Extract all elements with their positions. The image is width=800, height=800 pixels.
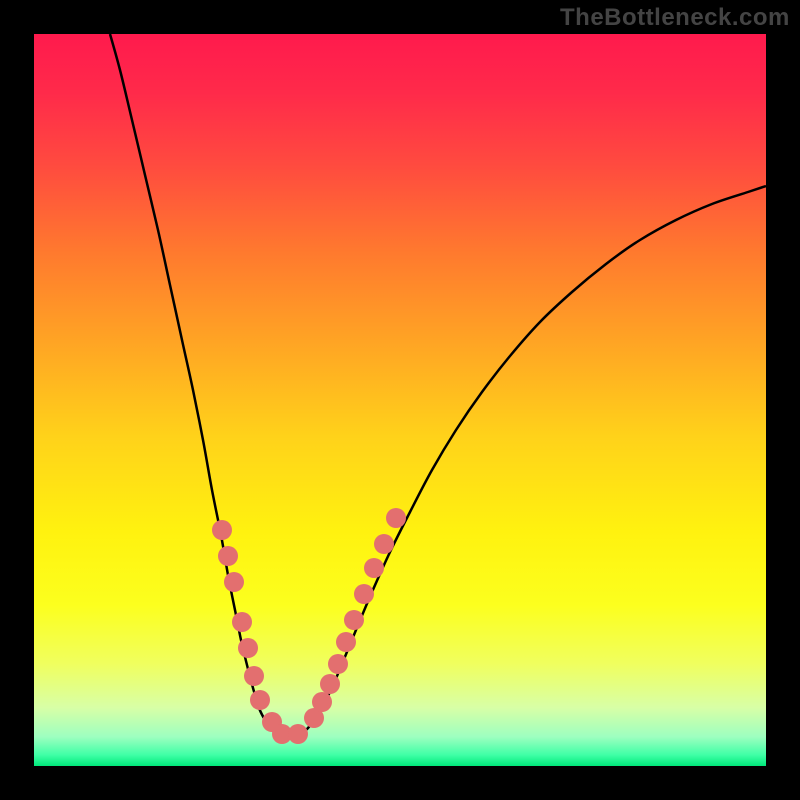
data-marker xyxy=(244,666,264,686)
watermark-text: TheBottleneck.com xyxy=(560,4,790,32)
data-marker xyxy=(344,610,364,630)
data-marker xyxy=(328,654,348,674)
data-marker xyxy=(212,520,232,540)
data-marker xyxy=(232,612,252,632)
data-marker xyxy=(386,508,406,528)
data-marker xyxy=(238,638,258,658)
data-markers xyxy=(212,508,406,744)
data-marker xyxy=(224,572,244,592)
data-marker xyxy=(218,546,238,566)
data-marker xyxy=(364,558,384,578)
curve-left xyxy=(110,34,288,738)
data-marker xyxy=(354,584,374,604)
curve-layer xyxy=(34,34,766,766)
plot-area xyxy=(34,34,766,766)
data-marker xyxy=(320,674,340,694)
curve-right xyxy=(288,186,766,738)
data-marker xyxy=(250,690,270,710)
data-marker xyxy=(312,692,332,712)
data-marker xyxy=(336,632,356,652)
data-marker xyxy=(288,724,308,744)
data-marker xyxy=(374,534,394,554)
